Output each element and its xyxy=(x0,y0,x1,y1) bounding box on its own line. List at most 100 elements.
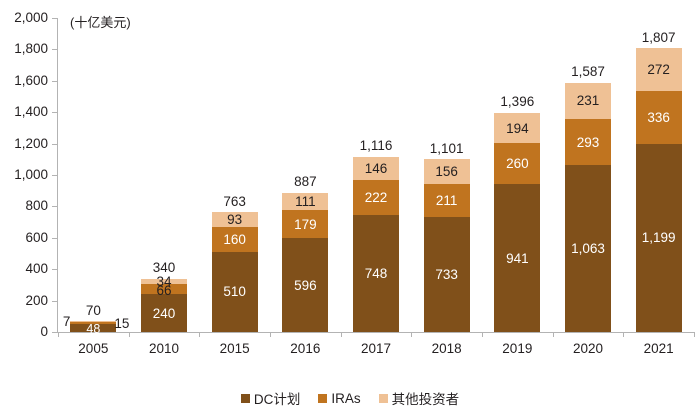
bar-segment-label: 941 xyxy=(506,250,529,266)
y-axis-label: 1,000 xyxy=(14,167,48,182)
bar-segment[interactable] xyxy=(141,278,187,284)
bar-group[interactable]: 48 15 7 70 xyxy=(63,304,130,335)
y-axis-label: 1,200 xyxy=(14,135,48,151)
x-axis-tick xyxy=(552,332,554,337)
x-axis-tick xyxy=(623,332,625,337)
y-axis-tick xyxy=(52,18,57,19)
bar-segment[interactable] xyxy=(423,216,470,332)
y-axis-label: 600 xyxy=(25,229,48,245)
x-axis-label: 2019 xyxy=(502,341,533,356)
bar-segment-label: 1,199 xyxy=(641,230,676,246)
bar-segment[interactable] xyxy=(211,226,258,252)
bar-segment[interactable] xyxy=(353,179,399,215)
legend-swatch-icon xyxy=(378,393,388,403)
bar-segment-label: 211 xyxy=(435,192,458,208)
bar-segment-label: 160 xyxy=(223,231,246,247)
bar-segment-label: 48 xyxy=(86,321,101,336)
bar-segment-label: 156 xyxy=(435,164,458,180)
bar-total-label: 1,101 xyxy=(429,140,464,156)
x-axis-label: 2020 xyxy=(572,341,603,356)
y-axis-label: 2,000 xyxy=(14,10,48,25)
x-axis-label: 2010 xyxy=(148,341,179,356)
legend-item[interactable]: IRAs xyxy=(318,390,361,406)
bar-segment[interactable] xyxy=(70,321,117,323)
bar-segment[interactable] xyxy=(70,322,117,325)
bar-segment-label: 510 xyxy=(223,284,246,300)
bar-segment-label: 272 xyxy=(647,62,670,78)
y-axis-tick xyxy=(52,112,57,114)
bar-group[interactable]: 733 211 156 1,101 xyxy=(423,142,470,332)
bar-group[interactable]: 596 179 111 887 xyxy=(282,175,329,332)
legend-swatch-icon xyxy=(240,393,250,403)
y-axis-label: 1,400 xyxy=(14,104,48,120)
bar-segment[interactable] xyxy=(423,159,470,184)
bar-group[interactable]: 1,199 336 272 1,807 xyxy=(635,31,682,332)
bar-total-label: 1,587 xyxy=(571,64,605,80)
bar-segment[interactable] xyxy=(635,48,682,92)
bar-group[interactable]: 748 222 146 1,116 xyxy=(353,139,399,332)
bar-segment[interactable] xyxy=(423,183,470,217)
y-axis-label: 400 xyxy=(25,261,48,277)
bar-total-label: 1,807 xyxy=(641,29,676,45)
bar-segment[interactable] xyxy=(565,82,611,120)
x-axis-tick xyxy=(482,332,483,337)
y-axis-label: 800 xyxy=(25,198,48,214)
bar-segment-label: 733 xyxy=(435,266,458,282)
x-axis-label: 2017 xyxy=(360,341,391,356)
bar-segment-label: 336 xyxy=(647,109,670,125)
legend-item[interactable]: 其他投资者 xyxy=(378,388,460,408)
x-axis-label: 2005 xyxy=(78,341,109,356)
x-axis-tick xyxy=(128,332,130,337)
bar-total-label: 887 xyxy=(294,174,317,190)
bar-segment-label: 222 xyxy=(364,189,388,205)
chart-legend: DC计划 IRAs 其他投资者 xyxy=(0,388,700,408)
bar-segment-label: 260 xyxy=(506,156,529,172)
y-axis-tick xyxy=(52,175,57,176)
legend-swatch-icon xyxy=(318,393,328,403)
y-axis-line xyxy=(57,18,58,332)
bar-group[interactable]: 941 260 194 1,396 xyxy=(494,95,541,332)
bar-segment-label: 93 xyxy=(227,212,243,228)
bar-segment[interactable] xyxy=(494,113,541,144)
y-axis-tick xyxy=(52,80,57,82)
bar-segment[interactable] xyxy=(565,119,611,166)
bar-segment[interactable] xyxy=(141,283,187,295)
bar-segment[interactable] xyxy=(353,214,399,332)
y-axis-label: 1,600 xyxy=(14,72,48,88)
bar-segment[interactable] xyxy=(282,238,329,332)
bar-segment[interactable] xyxy=(565,165,611,332)
legend-label: IRAs xyxy=(331,390,361,406)
plot-area: 48 15 7 70 240 66 34 340 510 160 93 763 596 179 111 887… xyxy=(58,18,694,335)
bar-segment-label: 748 xyxy=(364,265,388,281)
bar-segment[interactable] xyxy=(494,143,541,185)
bar-segment[interactable] xyxy=(635,143,682,332)
y-axis-tick xyxy=(52,206,57,208)
bar-segment[interactable] xyxy=(635,91,682,144)
x-axis-label: 2018 xyxy=(431,341,462,356)
bar-segment[interactable] xyxy=(141,294,187,332)
bar-segment-label: 231 xyxy=(576,93,600,109)
bar-segment[interactable] xyxy=(353,156,399,180)
x-axis-label: 2021 xyxy=(643,341,674,356)
bar-group[interactable]: 240 66 34 340 xyxy=(141,261,187,332)
legend-label: DC计划 xyxy=(253,392,301,407)
bar-total-label: 1,116 xyxy=(359,138,393,154)
bar-group[interactable]: 1,063 293 231 1,587 xyxy=(565,65,611,332)
bar-segment[interactable] xyxy=(70,324,117,332)
x-axis-tick xyxy=(58,332,59,337)
legend-item[interactable]: DC计划 xyxy=(240,388,301,408)
x-axis-tick xyxy=(270,332,271,337)
bar-segment[interactable] xyxy=(282,210,329,239)
x-axis-label: 2015 xyxy=(219,341,250,356)
y-axis-tick xyxy=(52,332,57,333)
y-axis-label: 0 xyxy=(40,324,48,339)
bar-segment[interactable] xyxy=(494,184,541,332)
y-axis-tick xyxy=(52,237,57,239)
y-axis-tick xyxy=(52,49,57,51)
legend-label: 其他投资者 xyxy=(391,392,460,407)
bar-segment[interactable] xyxy=(211,212,258,227)
bar-segment[interactable] xyxy=(211,251,258,332)
bar-group[interactable]: 510 160 93 763 xyxy=(211,195,258,332)
bar-segment[interactable] xyxy=(282,192,329,211)
